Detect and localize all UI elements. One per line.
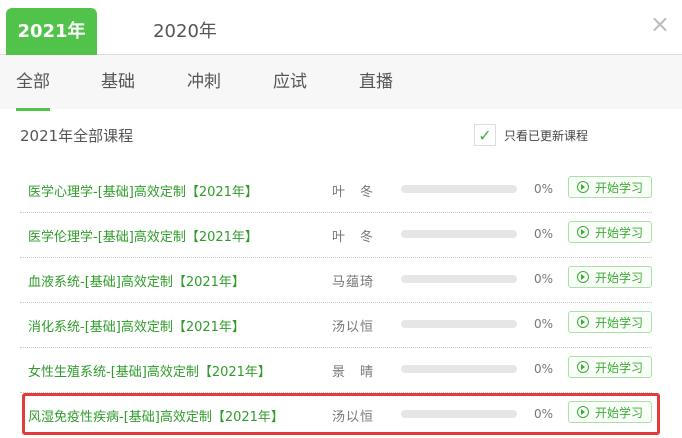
play-icon — [576, 316, 589, 328]
tab-live[interactable]: 直播 — [359, 72, 393, 92]
course-row: 女性生殖系统-[基础]高效定制【2021年】 景 晴 0% 开始学习 — [20, 348, 652, 393]
teacher-name: 汤以恒 — [332, 320, 375, 335]
progress-percent: 0% — [534, 317, 554, 331]
course-name[interactable]: 风湿免疫性疾病-[基础]高效定制【2021年】 — [28, 410, 284, 425]
teacher-name: 汤以恒 — [332, 410, 375, 425]
start-study-button[interactable]: 开始学习 — [568, 356, 652, 378]
button-label: 开始学习 — [594, 225, 643, 240]
play-icon — [576, 181, 589, 193]
close-icon[interactable]: × — [649, 10, 670, 38]
progress-bar — [401, 275, 517, 283]
play-icon — [576, 361, 589, 373]
progress-bar — [401, 410, 517, 418]
teacher-name: 叶 冬 — [332, 230, 375, 245]
tab-exam[interactable]: 应试 — [273, 72, 307, 92]
tab-all[interactable]: 全部 — [16, 55, 50, 111]
teacher-name: 景 晴 — [332, 365, 375, 380]
course-name[interactable]: 医学心理学-[基础]高效定制【2021年】 — [28, 185, 258, 200]
play-icon — [576, 406, 589, 418]
button-label: 开始学习 — [594, 270, 643, 285]
start-study-button[interactable]: 开始学习 — [568, 311, 652, 333]
course-row: 医学心理学-[基础]高效定制【2021年】 叶 冬 0% 开始学习 — [20, 168, 652, 213]
start-study-button[interactable]: 开始学习 — [568, 266, 652, 288]
button-label: 开始学习 — [594, 405, 643, 420]
course-name[interactable]: 血液系统-[基础]高效定制【2021年】 — [28, 275, 245, 290]
progress-bar — [401, 320, 517, 328]
progress-percent: 0% — [534, 227, 554, 241]
progress-bar — [401, 365, 517, 373]
button-label: 开始学习 — [594, 315, 643, 330]
play-icon — [576, 271, 589, 283]
category-tabs: 全部 基础 冲刺 应试 直播 — [0, 55, 682, 111]
progress-bar — [401, 230, 517, 238]
progress-percent: 0% — [534, 182, 554, 196]
filter-label: 只看已更新课程 — [504, 128, 589, 143]
updated-only-checkbox[interactable]: ✓ 只看已更新课程 — [474, 124, 588, 146]
section-title: 2021年全部课程 — [20, 127, 134, 145]
tab-2020[interactable]: 2020年 — [153, 21, 217, 42]
course-row: 消化系统-[基础]高效定制【2021年】 汤以恒 0% 开始学习 — [20, 303, 652, 348]
course-name[interactable]: 医学伦理学-[基础]高效定制【2021年】 — [28, 230, 258, 245]
start-study-button[interactable]: 开始学习 — [568, 176, 652, 198]
year-tabs: 2021年 2020年 — [0, 0, 682, 55]
course-name[interactable]: 消化系统-[基础]高效定制【2021年】 — [28, 320, 245, 335]
course-name[interactable]: 女性生殖系统-[基础]高效定制【2021年】 — [28, 365, 271, 380]
progress-percent: 0% — [534, 407, 554, 421]
course-row: 医学伦理学-[基础]高效定制【2021年】 叶 冬 0% 开始学习 — [20, 213, 652, 258]
button-label: 开始学习 — [594, 180, 643, 195]
teacher-name: 叶 冬 — [332, 185, 375, 200]
course-row: 风湿免疫性疾病-[基础]高效定制【2021年】 汤以恒 0% 开始学习 — [20, 393, 652, 438]
button-label: 开始学习 — [594, 360, 643, 375]
start-study-button[interactable]: 开始学习 — [568, 401, 652, 423]
start-study-button[interactable]: 开始学习 — [568, 221, 652, 243]
tab-sprint[interactable]: 冲刺 — [187, 72, 221, 92]
teacher-name: 马蕴琦 — [332, 275, 375, 290]
tab-basic[interactable]: 基础 — [101, 72, 135, 92]
course-row: 血液系统-[基础]高效定制【2021年】 马蕴琦 0% 开始学习 — [20, 258, 652, 303]
play-icon — [576, 226, 589, 238]
progress-percent: 0% — [534, 362, 554, 376]
tab-2021[interactable]: 2021年 — [6, 8, 97, 55]
progress-percent: 0% — [534, 272, 554, 286]
progress-bar — [401, 185, 517, 193]
check-icon[interactable]: ✓ — [474, 124, 496, 146]
